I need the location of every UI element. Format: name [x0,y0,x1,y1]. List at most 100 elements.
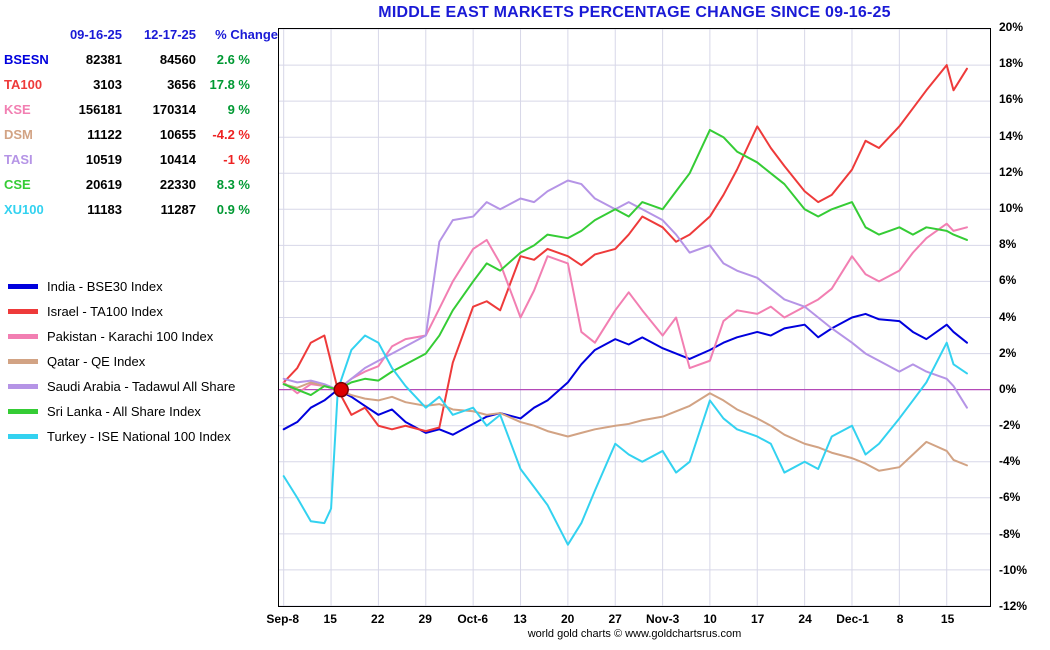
quote-change-value: 17.8 % [209,77,250,92]
y-tick-label--6: -6% [999,490,1021,505]
y-tick-label-18: 18% [999,56,1024,71]
quote-end-value: 22330 [159,177,196,192]
legend-label: India - BSE30 Index [47,279,163,294]
legend-color-swatch [8,434,38,439]
quote-symbol: BSESN [4,52,49,67]
quote-start-value: 82381 [85,52,122,67]
y-tick-label--12: -12% [999,599,1028,613]
quote-change-value: -4.2 % [212,127,250,142]
quote-end-value: 10414 [159,152,196,167]
legend-color-swatch [8,334,38,339]
quote-change-value: 8.3 % [216,177,250,192]
series-line-qatar-qe-index [282,381,968,472]
quote-start-value: 11122 [87,127,122,142]
quote-symbol: XU100 [4,202,44,217]
x-tick-label-17: 17 [750,612,765,626]
y-tick-label-4: 4% [999,309,1017,324]
quote-start-value: 10519 [85,152,122,167]
x-tick-label-15: 15 [323,612,337,626]
x-tick-label-24: 24 [798,612,812,626]
y-tick-label--2: -2% [999,418,1021,433]
footer-credit: world gold charts © www.goldchartsrus.co… [527,628,742,640]
legend-label: Saudi Arabia - Tadawul All Share [47,379,236,394]
y-tick-label-8: 8% [999,237,1017,252]
quote-change-value: -1 % [223,152,250,167]
quote-row-xu100: XU100 11183 11287 0.9 % [4,197,278,222]
y-tick-label--4: -4% [999,454,1021,469]
quote-symbol: TA100 [4,77,43,92]
legend-label: Turkey - ISE National 100 Index [47,429,231,444]
quote-symbol: TASI [4,152,33,167]
quote-change-value: 2.6 % [216,52,250,67]
quote-start-value: 11183 [87,202,122,217]
x-tick-label-20: 20 [560,612,575,626]
quote-end-value: 11287 [160,202,196,217]
quote-row-kse: KSE 156181 170314 9 % [4,97,278,122]
legend-item-india-bse30-index: India - BSE30 Index [8,274,276,299]
x-tick-label-27: 27 [608,612,622,626]
y-tick-label-12: 12% [999,164,1024,179]
y-tick-label-10: 10% [999,200,1024,215]
quote-symbol: CSE [4,177,31,192]
legend: India - BSE30 Index Israel - TA100 Index P… [8,274,276,449]
reference-start-dot [333,381,349,398]
quote-change-value: 9 % [227,102,250,117]
y-tick-label-20: 20% [999,20,1024,34]
legend-color-swatch [8,284,38,289]
quote-start-value: 20619 [85,177,122,192]
x-tick-label-10: 10 [703,612,717,626]
quote-table-header: 09-16-25 12-17-25 % Change [4,22,278,47]
quote-end-value: 10655 [159,127,196,142]
quote-symbol: KSE [4,102,31,117]
legend-item-pakistan-karachi-100-index: Pakistan - Karachi 100 Index [8,324,276,349]
x-tick-label-nov-3: Nov-3 [645,612,680,626]
plot-area [278,28,991,607]
legend-item-sri-lanka-all-share-index: Sri Lanka - All Share Index [8,399,276,424]
legend-label: Israel - TA100 Index [47,304,163,319]
quote-symbol: DSM [4,127,33,142]
legend-item-qatar-qe-index: Qatar - QE Index [8,349,276,374]
legend-item-saudi-arabia-tadawul-all-share: Saudi Arabia - Tadawul All Share [8,374,276,399]
x-tick-label-sep-8: Sep-8 [266,612,300,626]
quote-header-start-date: 09-16-25 [69,27,122,42]
x-tick-label-oct-6: Oct-6 [457,612,489,626]
legend-color-swatch [8,409,38,414]
y-tick-label-0: 0% [999,381,1017,396]
quote-row-cse: CSE 20619 22330 8.3 % [4,172,278,197]
series-line-turkey-ise-national-100-index [282,334,968,546]
series-line-israel-ta100-index [282,64,968,433]
y-tick-label-14: 14% [999,128,1024,143]
x-tick-label-dec-1: Dec-1 [836,612,869,626]
quote-header-end-date: 12-17-25 [143,27,196,42]
quote-change-value: 0.9 % [216,202,250,217]
x-tick-label-15: 15 [940,612,955,626]
chart-canvas [279,29,990,606]
x-tick-label-22: 22 [371,612,385,626]
series-line-pakistan-karachi-100-index [282,222,968,395]
legend-label: Pakistan - Karachi 100 Index [47,329,214,344]
x-tick-label-13: 13 [513,612,527,626]
legend-label: Qatar - QE Index [47,354,146,369]
quote-header-change: % Change [215,27,278,42]
series-line-india-bse30-index [282,312,968,436]
quote-row-dsm: DSM 11122 10655 -4.2 % [4,122,278,147]
quote-end-value: 84560 [159,52,196,67]
legend-color-swatch [8,359,38,364]
x-tick-label-8: 8 [896,612,904,626]
series-line-sri-lanka-all-share-index [282,128,968,397]
y-tick-label-2: 2% [999,345,1017,360]
page-title: MIDDLE EAST MARKETS PERCENTAGE CHANGE SI… [378,4,891,21]
quote-table: 09-16-25 12-17-25 % Change BSESN 82381 845… [4,22,278,222]
quote-row-ta100: TA100 3103 3656 17.8 % [4,72,278,97]
legend-item-turkey-ise-national-100-index: Turkey - ISE National 100 Index [8,424,276,449]
y-tick-label--8: -8% [999,526,1021,541]
y-tick-label-6: 6% [999,273,1017,288]
quote-start-value: 3103 [93,77,122,92]
legend-item-israel-ta100-index: Israel - TA100 Index [8,299,276,324]
legend-color-swatch [8,384,38,389]
y-tick-label--10: -10% [999,562,1028,577]
legend-color-swatch [8,309,38,314]
quote-row-tasi: TASI 10519 10414 -1 % [4,147,278,172]
quote-end-value: 3656 [167,77,196,92]
